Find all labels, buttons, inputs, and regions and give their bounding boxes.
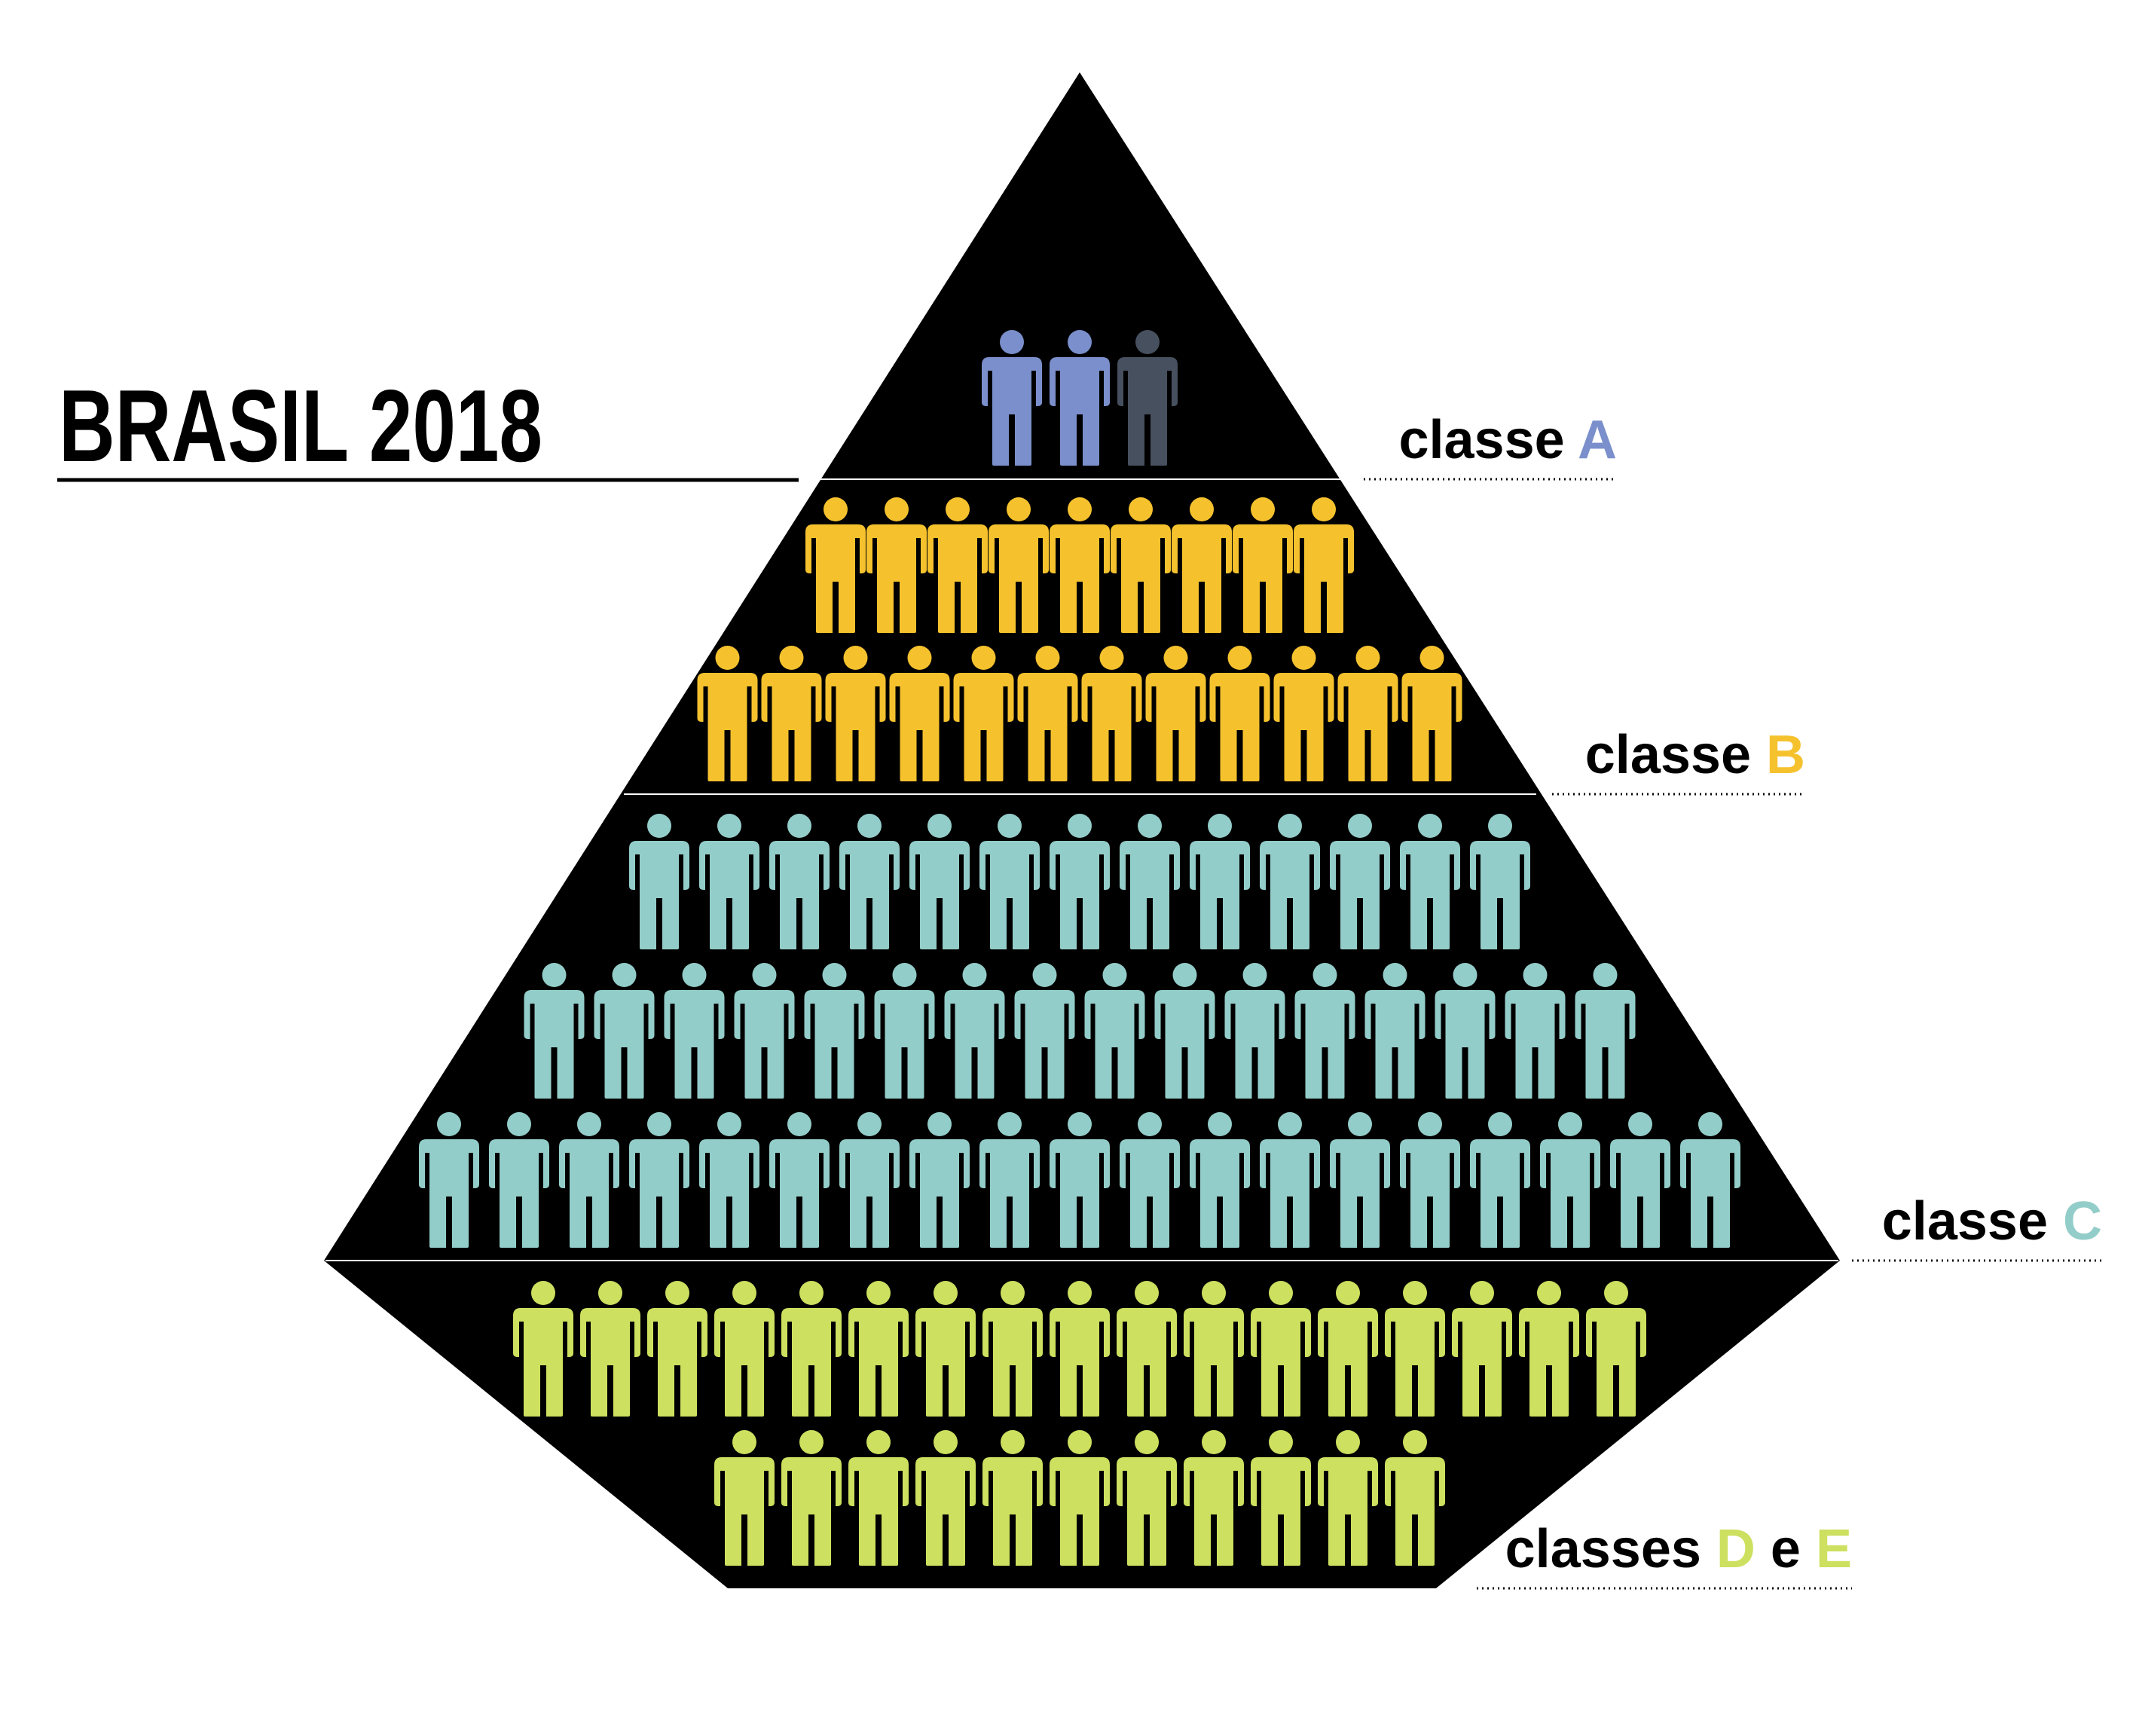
label-class-b-letter: B: [1766, 725, 1805, 785]
label-class-c: classe C: [1882, 1191, 2102, 1252]
label-class-a-prefix: classe: [1398, 410, 1578, 470]
label-class-de: classes D e E: [1505, 1519, 1852, 1579]
label-class-de-prefix: classes: [1505, 1519, 1716, 1579]
class-labels: classe A classe B classe C classes D e E: [1398, 410, 2102, 1579]
label-class-b-prefix: classe: [1585, 725, 1766, 785]
label-class-c-letter: C: [2063, 1191, 2102, 1252]
label-class-a-letter: A: [1578, 410, 1617, 470]
label-class-de-letter-e: E: [1816, 1519, 1852, 1579]
label-class-de-joiner: e: [1756, 1519, 1816, 1579]
label-class-b: classe B: [1585, 725, 1805, 785]
label-class-c-prefix: classe: [1882, 1191, 2063, 1252]
page-title: BRASIL 2018: [59, 368, 542, 483]
leader-lines: [1364, 478, 2102, 1590]
band-separators: [325, 478, 1838, 1261]
label-class-de-letter-d: D: [1716, 1519, 1756, 1579]
label-class-a: classe A: [1398, 410, 1617, 470]
